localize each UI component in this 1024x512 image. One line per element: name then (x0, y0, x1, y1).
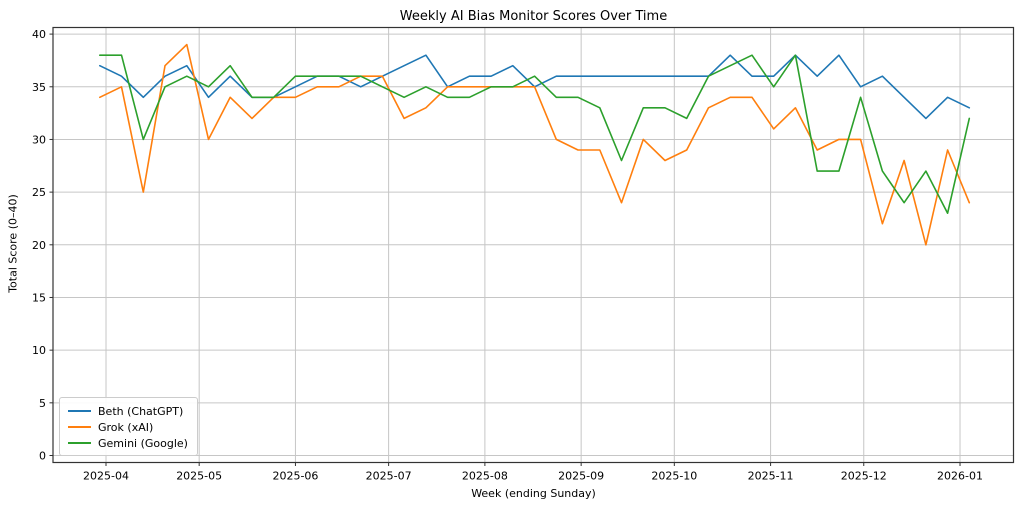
chart-title: Weekly AI Bias Monitor Scores Over Time (399, 9, 668, 24)
legend-label: Beth (ChatGPT) (98, 404, 184, 418)
x-tick-label: 2025-05 (176, 470, 222, 483)
y-tick-label: 15 (32, 291, 46, 304)
y-tick-label: 5 (39, 397, 46, 410)
legend: Beth (ChatGPT) Grok (xAI) Gemini (Google) (59, 397, 198, 456)
legend-item-gemini-google: Gemini (Google) (68, 435, 189, 451)
legend-line-swatch (68, 426, 91, 428)
legend-label: Grok (xAI) (98, 420, 154, 434)
legend-line-swatch (68, 410, 91, 412)
x-tick-label: 2025-08 (462, 470, 508, 483)
y-tick-label: 30 (32, 133, 46, 146)
x-tick-label: 2025-06 (272, 470, 318, 483)
x-tick-label: 2025-12 (841, 470, 887, 483)
y-tick-label: 25 (32, 186, 46, 199)
x-tick-label: 2026-01 (937, 470, 983, 483)
x-tick-label: 2025-09 (558, 470, 604, 483)
x-tick-label: 2025-07 (366, 470, 412, 483)
y-tick-label: 20 (32, 239, 46, 252)
grok-xai-line (99, 43, 971, 246)
y-tick-label: 40 (32, 28, 46, 41)
x-axis-label: Week (ending Sunday) (471, 487, 596, 500)
legend-label: Gemini (Google) (98, 436, 188, 450)
legend-line-swatch (68, 442, 91, 444)
gemini-google-line (99, 54, 971, 214)
y-axis-label: Total Score (0–40) (6, 194, 20, 293)
y-tick-label: 10 (32, 344, 46, 357)
legend-item-beth-chatgpt: Beth (ChatGPT) (68, 403, 189, 419)
x-tick-label: 2025-10 (651, 470, 697, 483)
y-tick-label: 35 (32, 81, 46, 94)
x-tick-label: 2025-04 (83, 470, 129, 483)
x-tick-label: 2025-11 (748, 470, 794, 483)
legend-item-grok-xai: Grok (xAI) (68, 419, 189, 435)
y-tick-label: 0 (39, 450, 46, 463)
